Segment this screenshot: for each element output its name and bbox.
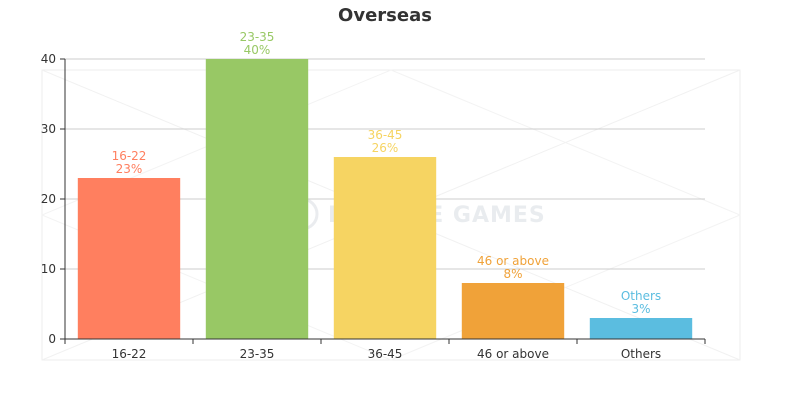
- bars-group: [77, 59, 693, 339]
- axes: [60, 58, 706, 344]
- y-tick-label: 30: [41, 122, 56, 136]
- data-label-percent: 3%: [631, 302, 650, 316]
- bar[interactable]: [77, 178, 181, 339]
- x-axis-tick-labels: 16-22 23-35 36-45 46 or above Others: [112, 347, 662, 361]
- chart-title: Overseas: [338, 5, 432, 26]
- x-tick-label: 46 or above: [477, 347, 549, 361]
- data-label-percent: 8%: [503, 267, 522, 281]
- data-label-percent: 23%: [116, 162, 143, 176]
- data-label-category: 46 or above: [477, 254, 549, 268]
- y-tick-label: 40: [41, 52, 56, 66]
- bar[interactable]: [589, 318, 693, 339]
- x-tick-label: 36-45: [368, 347, 403, 361]
- data-label-percent: 40%: [244, 43, 271, 57]
- x-tick-label: Others: [621, 347, 661, 361]
- bar[interactable]: [461, 283, 565, 339]
- y-tick-label: 10: [41, 262, 56, 276]
- x-tick-label: 23-35: [240, 347, 275, 361]
- data-label-category: 36-45: [368, 128, 403, 142]
- x-tick-label: 16-22: [112, 347, 147, 361]
- data-label-category: 16-22: [112, 149, 147, 163]
- bar[interactable]: [205, 59, 309, 339]
- data-label-category: Others: [621, 289, 661, 303]
- data-label-category: 23-35: [240, 30, 275, 44]
- y-tick-label: 20: [41, 192, 56, 206]
- data-label-percent: 26%: [372, 141, 399, 155]
- y-axis-tick-labels: 0 10 20 30 40: [41, 52, 56, 346]
- y-tick-label: 0: [48, 332, 56, 346]
- bar[interactable]: [333, 157, 437, 339]
